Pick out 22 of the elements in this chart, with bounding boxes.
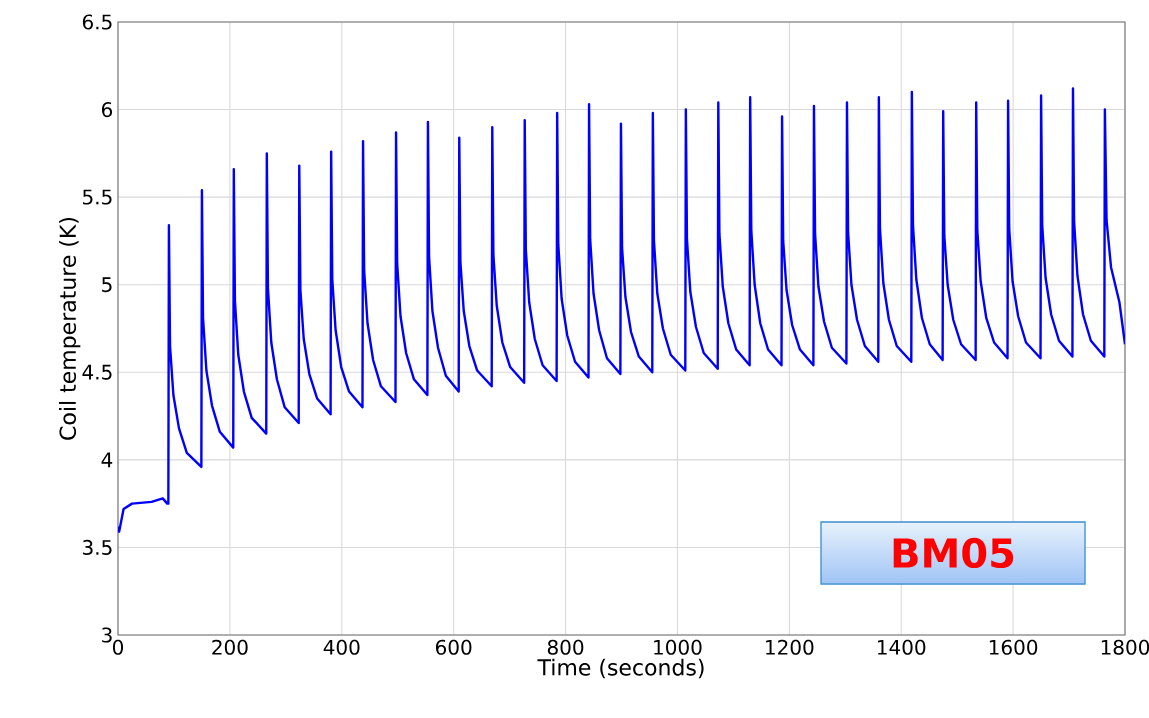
y-tick-label: 5: [102, 277, 112, 293]
x-tick-label: 600: [435, 639, 472, 655]
y-tick-label: 6.5: [82, 14, 112, 30]
x-tick-label: 1000: [654, 639, 702, 655]
x-tick-label: 400: [323, 639, 360, 655]
x-tick-label: 1800: [1101, 639, 1149, 655]
line-series: [118, 87, 1126, 533]
y-axis-title: Coil temperature (K): [59, 217, 81, 440]
x-tick-label: 800: [547, 639, 584, 655]
y-tick-label: 4.5: [82, 364, 112, 380]
x-tick-label: 1600: [989, 639, 1038, 655]
y-tick-label: 6: [101, 102, 113, 118]
x-tick-label: 1400: [877, 639, 926, 655]
annotation: BM05: [893, 537, 1014, 569]
y-tick-label: 4: [101, 452, 113, 468]
x-tick-label: 1200: [766, 639, 814, 655]
x-axis-title: Time (seconds): [537, 658, 704, 679]
y-tick-label: 3: [102, 627, 112, 643]
y-tick-label: 5.5: [83, 189, 112, 205]
x-tick-label: 200: [212, 639, 248, 655]
y-tick-label: 3.5: [83, 539, 112, 555]
x-tick-label: 0: [112, 639, 124, 655]
